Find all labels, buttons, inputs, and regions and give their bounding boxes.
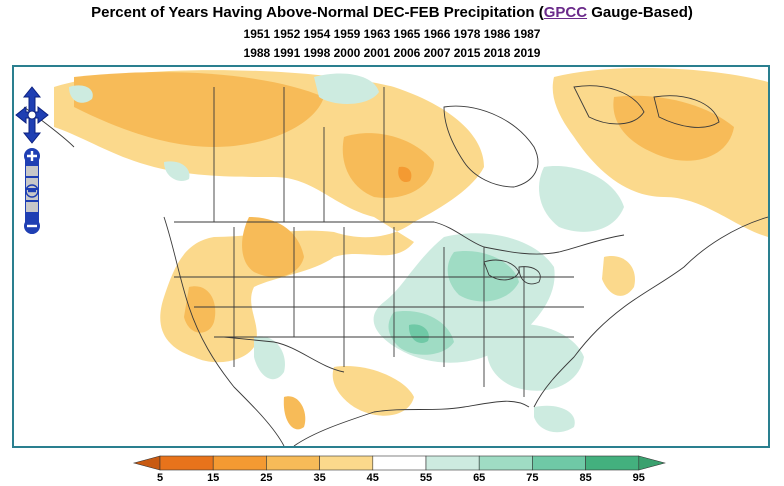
shade-region [254, 336, 285, 380]
pan-arrows-icon[interactable] [15, 86, 49, 144]
shade-region [332, 366, 414, 416]
shade-region [184, 286, 216, 333]
hudson-bay [443, 105, 539, 188]
zoom-control [24, 148, 40, 234]
legend-label: 5 [156, 472, 164, 484]
legend-swatch [425, 455, 480, 471]
shade-region [539, 166, 624, 232]
precipitation-map [23, 67, 768, 446]
legend-bar [132, 455, 666, 471]
years-line-1: 1951 1952 1954 1959 1963 1965 1966 1978 … [243, 27, 541, 41]
zoom-slider[interactable] [25, 184, 39, 198]
title-suffix: Gauge-Based) [587, 4, 693, 21]
great-lakes [483, 259, 541, 285]
pan-control[interactable] [14, 85, 50, 145]
below-normal-shading [54, 67, 768, 430]
shade-region [74, 72, 324, 147]
legend-swatch [159, 455, 214, 471]
legend-swatch [585, 455, 640, 471]
coastline-west [163, 216, 285, 446]
us-states [174, 227, 584, 397]
title-prefix: Percent of Years Having Above-Normal DEC… [91, 4, 544, 21]
shade-region [447, 251, 519, 302]
shade-region [602, 256, 635, 296]
plus-icon [27, 151, 37, 161]
zoom-step[interactable] [26, 178, 38, 188]
legend-swatch [372, 455, 427, 471]
legend-label: 55 [419, 472, 433, 484]
legend-swatch [478, 455, 533, 471]
boundaries [23, 85, 768, 446]
years-line-2: 1988 1991 1998 2000 2001 2006 2007 2015 … [243, 46, 541, 60]
legend-high-arrow [638, 455, 666, 471]
coastline-gulf [293, 400, 530, 446]
legend-label: 45 [366, 472, 379, 484]
shade-region [398, 166, 412, 183]
map-panel[interactable] [12, 65, 770, 448]
legend-swatch [266, 455, 320, 471]
legend-label: 35 [313, 472, 326, 484]
legend-label: 15 [207, 472, 220, 484]
legend-swatch [319, 455, 374, 471]
zoom-step[interactable] [26, 166, 38, 176]
zoom-step[interactable] [26, 202, 38, 212]
map-title: Percent of Years Having Above-Normal DEC… [0, 4, 784, 21]
legend-label: 95 [632, 472, 645, 484]
legend-label: 85 [579, 472, 592, 484]
legend-swatch [532, 455, 586, 471]
legend-swatch [212, 455, 267, 471]
legend-label: 25 [260, 472, 273, 484]
shade-region [164, 161, 190, 182]
us-mexico-border [223, 336, 345, 373]
canada-islands [573, 85, 720, 128]
shade-region [408, 324, 429, 344]
legend-label: 75 [526, 472, 539, 484]
zoom-step[interactable] [26, 190, 38, 200]
shade-region [283, 396, 306, 430]
shade-region [534, 405, 575, 433]
shade-region [242, 217, 304, 277]
coastline-east [533, 216, 768, 408]
shade-region [69, 85, 93, 103]
shade-region [342, 133, 434, 198]
color-legend: 5 15 25 35 45 55 65 75 85 95 [132, 452, 672, 486]
shade-region [486, 323, 584, 391]
shade-region [314, 73, 379, 104]
gpcc-link[interactable]: GPCC [543, 4, 588, 21]
legend-low-arrow [132, 455, 161, 471]
us-canada-border [174, 221, 625, 255]
legend-label: 65 [473, 472, 486, 484]
above-normal-shading [69, 73, 624, 433]
canada-provinces [213, 87, 385, 222]
